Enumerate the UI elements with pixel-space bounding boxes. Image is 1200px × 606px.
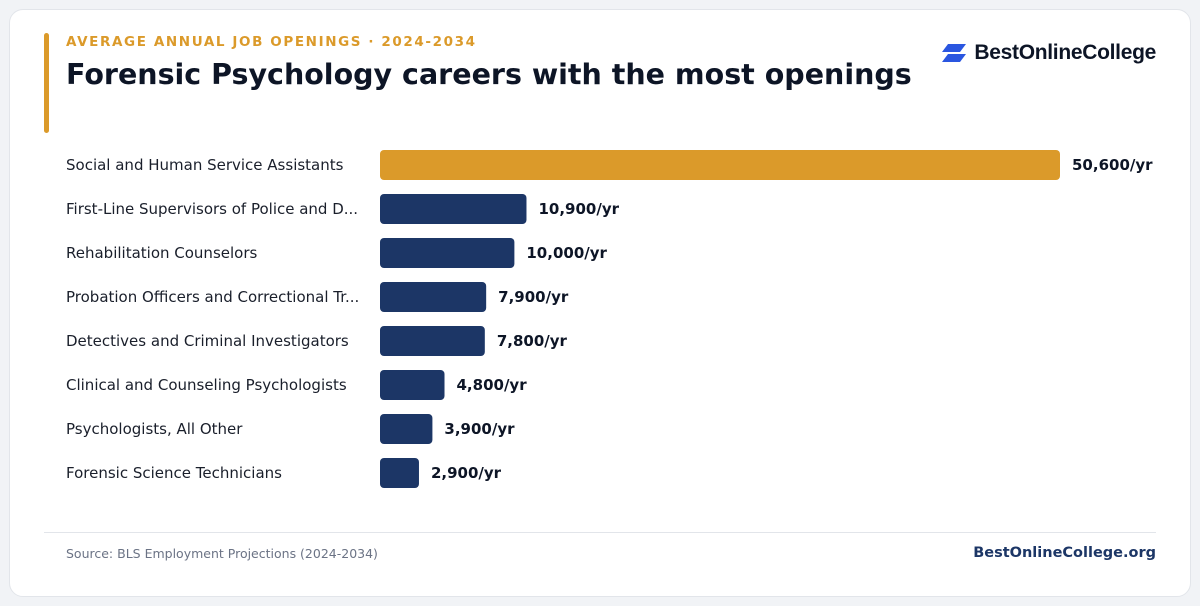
- category-label: First-Line Supervisors of Police and D..…: [66, 200, 358, 218]
- bar: [380, 194, 527, 224]
- value-label: 10,000/yr: [526, 244, 607, 262]
- category-label: Psychologists, All Other: [66, 420, 243, 438]
- value-label: 7,800/yr: [497, 332, 568, 350]
- double-parallelogram-logo-icon: [942, 44, 967, 62]
- value-label: 3,900/yr: [444, 420, 515, 438]
- bar: [380, 150, 1060, 180]
- category-label: Forensic Science Technicians: [66, 464, 282, 482]
- value-label: 10,900/yr: [538, 200, 619, 218]
- category-label: Probation Officers and Correctional Tr..…: [66, 288, 359, 306]
- source-note: Source: BLS Employment Projections (2024…: [66, 546, 378, 561]
- bar: [380, 238, 515, 268]
- category-label: Detectives and Criminal Investigators: [66, 332, 349, 350]
- chart-card: [9, 9, 1191, 597]
- brand-name: BestOnlineCollege: [974, 41, 1156, 64]
- value-label: 7,900/yr: [498, 288, 569, 306]
- bar: [380, 326, 485, 356]
- category-label: Rehabilitation Counselors: [66, 244, 257, 262]
- bar: [380, 370, 445, 400]
- category-label: Social and Human Service Assistants: [66, 156, 344, 174]
- bar: [380, 282, 487, 312]
- bar-chart: Social and Human Service Assistants 50,60…: [66, 150, 1153, 488]
- value-label: 2,900/yr: [431, 464, 502, 482]
- chart-title: Forensic Psychology careers with the mos…: [66, 58, 912, 91]
- value-label: 4,800/yr: [457, 376, 528, 394]
- bar: [380, 458, 419, 488]
- chart-kicker: AVERAGE ANNUAL JOB OPENINGS · 2024-2034: [66, 34, 477, 50]
- footer-divider: [44, 532, 1156, 533]
- accent-bar: [44, 33, 49, 133]
- value-label: 50,600/yr: [1072, 156, 1153, 174]
- bar: [380, 414, 433, 444]
- footer-site-link[interactable]: BestOnlineCollege.org: [973, 545, 1156, 561]
- category-label: Clinical and Counseling Psychologists: [66, 376, 347, 394]
- brand-logo[interactable]: BestOnlineCollege: [942, 40, 1156, 66]
